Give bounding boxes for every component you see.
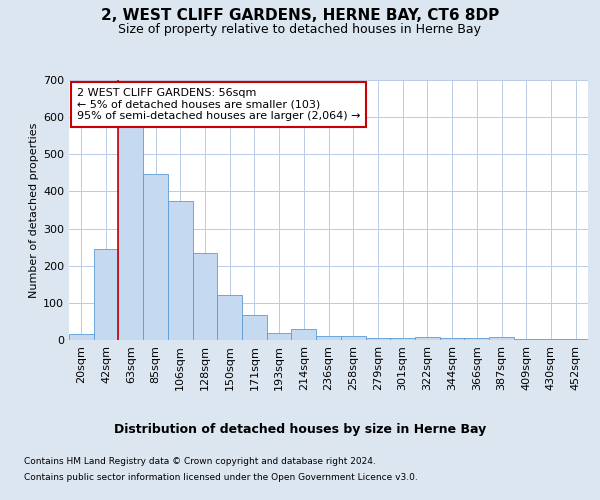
- Text: 2, WEST CLIFF GARDENS, HERNE BAY, CT6 8DP: 2, WEST CLIFF GARDENS, HERNE BAY, CT6 8D…: [101, 8, 499, 22]
- Bar: [341, 336, 365, 340]
- Text: Distribution of detached houses by size in Herne Bay: Distribution of detached houses by size …: [114, 422, 486, 436]
- Bar: [168, 202, 193, 340]
- Bar: [267, 332, 292, 340]
- Text: Size of property relative to detached houses in Herne Bay: Size of property relative to detached ho…: [119, 22, 482, 36]
- Bar: [365, 338, 390, 340]
- Bar: [217, 296, 242, 340]
- Text: Contains HM Land Registry data © Crown copyright and database right 2024.: Contains HM Land Registry data © Crown c…: [24, 458, 376, 466]
- Bar: [316, 336, 341, 340]
- Bar: [69, 334, 94, 340]
- Bar: [563, 339, 588, 340]
- Bar: [143, 174, 168, 340]
- Text: 2 WEST CLIFF GARDENS: 56sqm
← 5% of detached houses are smaller (103)
95% of sem: 2 WEST CLIFF GARDENS: 56sqm ← 5% of deta…: [77, 88, 360, 121]
- Bar: [415, 338, 440, 340]
- Bar: [292, 329, 316, 340]
- Bar: [514, 339, 539, 340]
- Bar: [539, 339, 563, 340]
- Bar: [440, 338, 464, 340]
- Bar: [94, 249, 118, 340]
- Y-axis label: Number of detached properties: Number of detached properties: [29, 122, 39, 298]
- Text: Contains public sector information licensed under the Open Government Licence v3: Contains public sector information licen…: [24, 472, 418, 482]
- Bar: [390, 338, 415, 340]
- Bar: [193, 252, 217, 340]
- Bar: [118, 121, 143, 340]
- Bar: [242, 315, 267, 340]
- Bar: [489, 337, 514, 340]
- Bar: [464, 338, 489, 340]
